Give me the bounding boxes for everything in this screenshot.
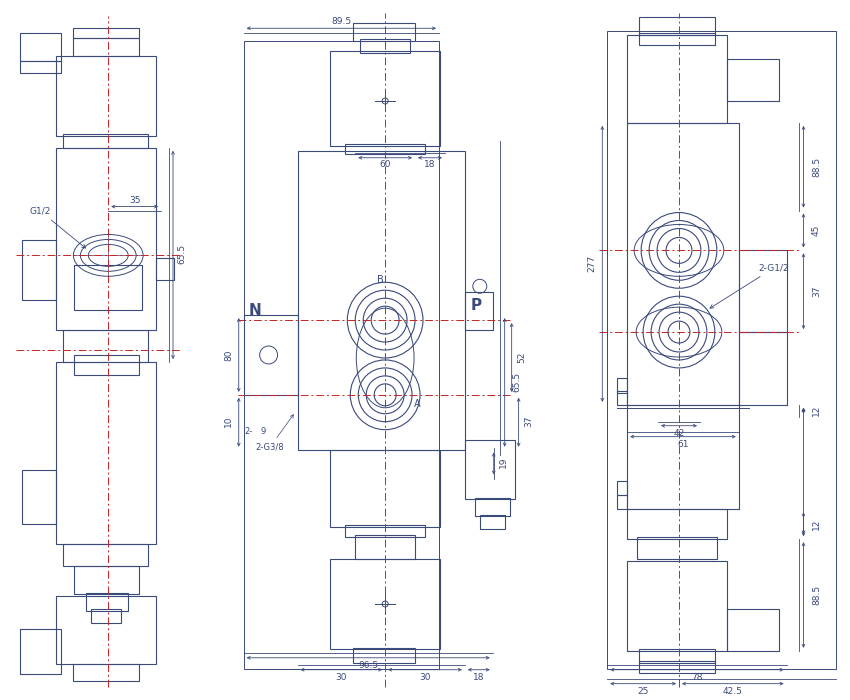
Text: 65.5: 65.5: [513, 372, 521, 392]
Bar: [727, 60, 779, 101]
Bar: [727, 609, 779, 651]
Bar: [75, 355, 139, 375]
Text: 61: 61: [677, 440, 688, 449]
Bar: [298, 150, 465, 449]
Text: 52: 52: [517, 351, 526, 363]
Bar: [639, 18, 715, 35]
Text: 9: 9: [261, 427, 266, 436]
Bar: [73, 28, 139, 38]
Text: 60: 60: [379, 160, 391, 169]
Text: P: P: [470, 298, 481, 313]
Text: 19: 19: [499, 457, 508, 468]
Bar: [91, 609, 122, 623]
Text: 30: 30: [419, 673, 431, 682]
Bar: [75, 265, 142, 310]
Bar: [331, 559, 440, 649]
Bar: [475, 498, 510, 517]
Bar: [331, 51, 440, 146]
Bar: [244, 41, 439, 668]
Text: 35: 35: [129, 196, 140, 205]
Text: A: A: [414, 399, 421, 409]
Bar: [638, 538, 717, 559]
Bar: [345, 144, 425, 154]
Text: 277: 277: [588, 255, 597, 272]
Text: 2-: 2-: [245, 427, 252, 436]
Bar: [64, 330, 148, 362]
Bar: [465, 440, 514, 499]
Bar: [617, 378, 627, 393]
Bar: [345, 525, 425, 538]
Bar: [639, 649, 715, 663]
Text: 25: 25: [638, 687, 649, 696]
Bar: [617, 391, 627, 405]
Bar: [331, 449, 440, 527]
Text: 18: 18: [424, 160, 436, 169]
Bar: [20, 61, 61, 73]
Bar: [75, 566, 139, 594]
Text: 30: 30: [336, 673, 347, 682]
Bar: [627, 510, 727, 539]
Text: 18: 18: [473, 673, 484, 682]
Bar: [20, 629, 61, 673]
Bar: [639, 661, 715, 673]
Bar: [739, 251, 786, 332]
Text: 88.5: 88.5: [812, 585, 821, 605]
Text: 37: 37: [812, 286, 821, 297]
Bar: [639, 34, 715, 46]
Bar: [627, 35, 727, 123]
Bar: [56, 56, 156, 136]
Text: 88.5: 88.5: [812, 157, 821, 177]
Bar: [617, 496, 627, 510]
Bar: [479, 515, 505, 529]
Bar: [56, 148, 156, 330]
Bar: [354, 23, 415, 41]
Text: 2-G3/8: 2-G3/8: [256, 414, 293, 452]
Text: G1/2: G1/2: [30, 206, 86, 248]
Bar: [627, 561, 727, 651]
Bar: [73, 664, 139, 680]
Text: 45: 45: [812, 225, 821, 236]
Bar: [21, 470, 56, 524]
Text: 42.5: 42.5: [722, 687, 743, 696]
Bar: [627, 405, 739, 510]
Bar: [244, 315, 298, 395]
Bar: [739, 332, 786, 405]
Bar: [354, 648, 415, 663]
Text: 10: 10: [224, 416, 233, 428]
Text: 12: 12: [812, 405, 821, 416]
Bar: [355, 536, 415, 559]
Bar: [360, 39, 410, 53]
Bar: [56, 362, 156, 544]
Bar: [64, 544, 148, 566]
Text: 96.5: 96.5: [358, 662, 378, 670]
Bar: [87, 593, 128, 611]
Text: B: B: [377, 275, 383, 286]
Text: 65.5: 65.5: [178, 244, 186, 265]
Text: 78: 78: [691, 673, 703, 682]
Bar: [21, 240, 56, 300]
Text: 2-G1/2: 2-G1/2: [710, 263, 790, 308]
Text: 80: 80: [224, 349, 233, 360]
Bar: [64, 134, 148, 148]
Text: 42: 42: [673, 429, 684, 438]
Bar: [617, 482, 627, 496]
Bar: [627, 123, 739, 405]
Text: N: N: [248, 302, 261, 318]
Text: 89.5: 89.5: [332, 17, 351, 26]
Bar: [20, 34, 61, 61]
Bar: [56, 596, 156, 664]
Text: 37: 37: [524, 416, 533, 428]
Text: 12: 12: [812, 519, 821, 530]
Bar: [465, 292, 493, 330]
Bar: [73, 38, 139, 56]
Bar: [607, 32, 836, 668]
Bar: [156, 258, 174, 280]
